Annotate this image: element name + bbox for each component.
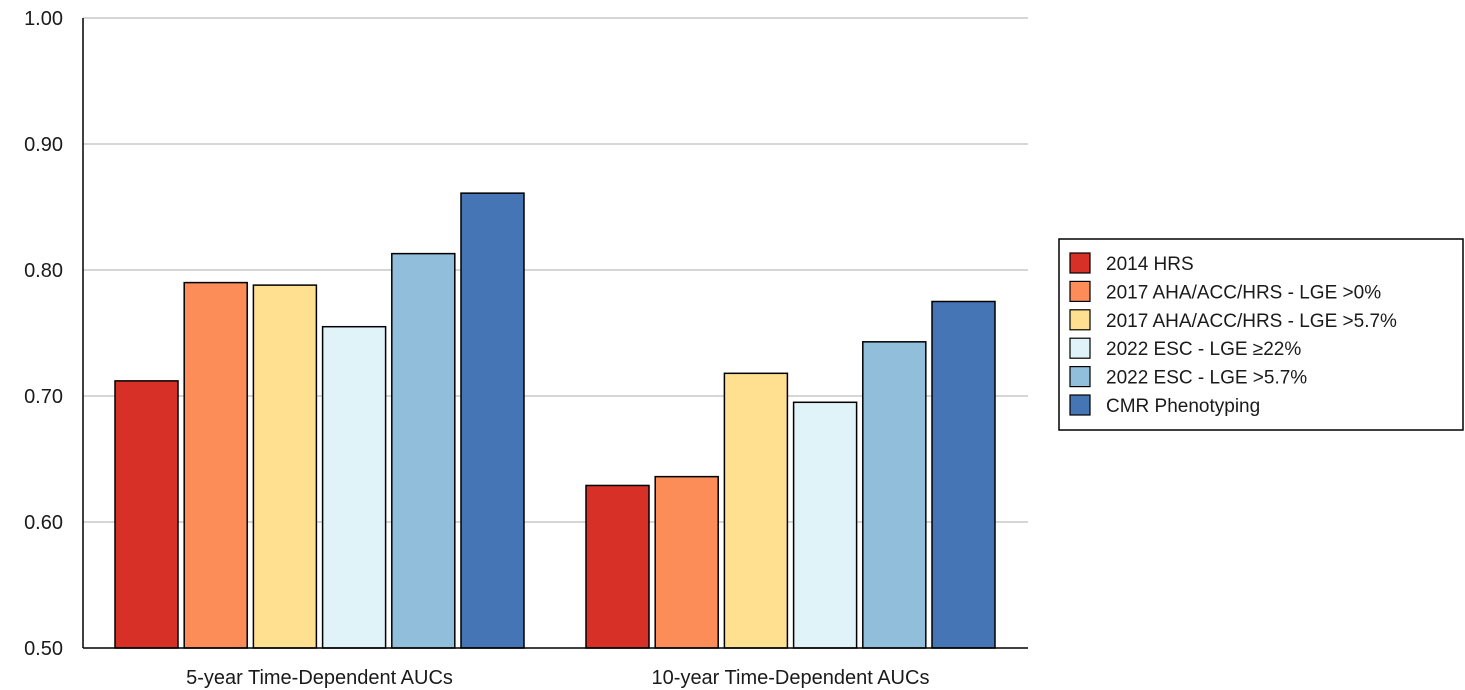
bar-10yr-series-4	[862, 341, 927, 649]
legend-label: 2022 ESC - LGE >5.7%	[1106, 368, 1307, 389]
bar-10yr-series-5	[931, 300, 996, 649]
y-tick-label: 0.60	[24, 512, 63, 534]
bar-5yr-series-1	[183, 281, 248, 649]
y-tick-label: 0.50	[24, 638, 63, 660]
y-tick-label: 0.70	[24, 386, 63, 408]
bar-10yr-series-1	[654, 475, 719, 649]
bars	[114, 192, 996, 649]
bar-5yr-series-3	[321, 325, 387, 649]
y-tick-label: 0.80	[24, 260, 63, 282]
legend-label: 2014 HRS	[1106, 254, 1194, 275]
bar-5yr-series-4	[391, 252, 456, 649]
y-tick-label: 0.90	[24, 134, 63, 156]
legend-swatch	[1069, 337, 1091, 359]
legend-label: 2017 AHA/ACC/HRS - LGE >5.7%	[1106, 311, 1397, 332]
bar-10yr-series-3	[792, 401, 858, 649]
legend-frame	[1058, 238, 1464, 431]
x-axis-category-labels: 5-year Time-Dependent AUCs 10-year Time-D…	[186, 667, 929, 689]
bar-10yr-series-2	[723, 372, 789, 649]
legend-swatch	[1069, 366, 1091, 388]
bar-5yr-series-5	[460, 192, 525, 649]
bar-5yr-series-0	[114, 380, 179, 649]
legend: 2014 HRS 2017 AHA/ACC/HRS - LGE >0% 2017 A…	[1058, 238, 1464, 431]
x-category-label: 5-year Time-Dependent AUCs	[186, 667, 453, 689]
legend-label: 2017 AHA/ACC/HRS - LGE >0%	[1106, 282, 1381, 303]
y-tick-label: 1.00	[24, 8, 63, 30]
bar-10yr-series-0	[585, 484, 650, 649]
y-axis-ticks: 0.50 0.60 0.70 0.80 0.90 1.00	[24, 8, 63, 660]
x-category-label: 10-year Time-Dependent AUCs	[652, 667, 930, 689]
legend-label: 2022 ESC - LGE ≥22%	[1106, 339, 1301, 360]
legend-swatch	[1069, 252, 1091, 274]
legend-swatch	[1069, 394, 1091, 416]
legend-label: CMR Phenotyping	[1106, 396, 1260, 417]
bar-5yr-series-2	[252, 284, 318, 649]
legend-swatch	[1069, 280, 1091, 302]
legend-swatch	[1069, 309, 1091, 331]
